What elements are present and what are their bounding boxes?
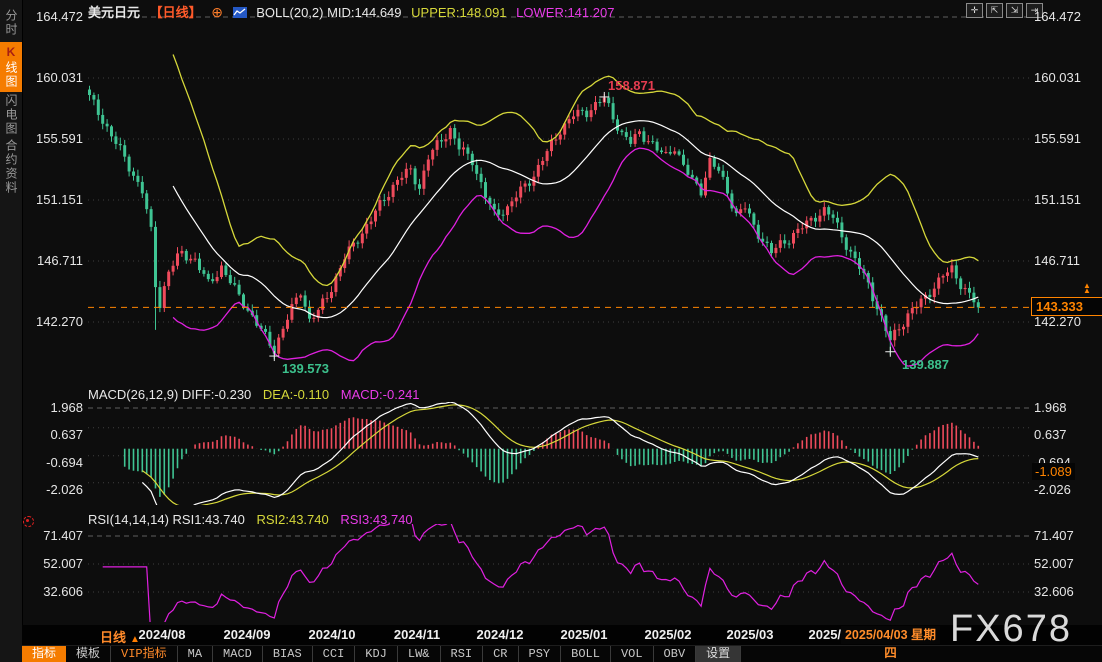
chevron-up-icon: ▲ bbox=[130, 634, 140, 645]
axis-tick-label: 1.968 bbox=[1034, 400, 1067, 415]
toolbar-item-CCI[interactable]: CCI bbox=[313, 646, 356, 662]
watermark-logo: FX678 bbox=[950, 608, 1072, 650]
toolbar-item-MA[interactable]: MA bbox=[178, 646, 214, 662]
macd-macd-value: MACD:-0.241 bbox=[340, 387, 420, 402]
sidebar-tab-3[interactable]: 闪电图 bbox=[4, 94, 18, 136]
main-chart-header: 美元日元 【日线】 ⊕ BOLL(20,2) MID:144.649 UPPER… bbox=[88, 2, 620, 21]
axis-tick-label: 151.151 bbox=[1034, 192, 1081, 207]
date-axis-label: 2024/11 bbox=[393, 627, 441, 642]
mini-chart-icon[interactable] bbox=[232, 5, 247, 20]
axis-tick-label: 0.637 bbox=[1034, 427, 1067, 442]
axis-tick-label: 155.591 bbox=[1034, 131, 1081, 146]
date-axis-label: 2024/08 bbox=[138, 627, 186, 642]
macd-pane-header: MACD(26,12,9) DIFF:-0.230 DEA:-0.110 MAC… bbox=[88, 387, 428, 402]
boll-lower-value: LOWER:141.207 bbox=[516, 5, 615, 20]
axis-tick-label: 0.637 bbox=[50, 427, 83, 442]
axis-tick-label: 32.606 bbox=[43, 584, 83, 599]
toolbar-item-VIP指标[interactable]: VIP指标 bbox=[111, 646, 178, 662]
scale-right-axis-icon[interactable]: ⇲ bbox=[1006, 3, 1023, 18]
macd-dea-value: DEA:-0.110 bbox=[262, 387, 330, 402]
period-selector[interactable]: 日线 ▲ bbox=[100, 630, 140, 645]
toolbar-item-VOL[interactable]: VOL bbox=[611, 646, 654, 662]
shift-right-icon[interactable]: ⇥ bbox=[1026, 3, 1043, 18]
date-axis-label: 2024/12 bbox=[476, 627, 524, 642]
rsi1-value: RSI(14,14,14) RSI1:43.740 bbox=[88, 512, 245, 527]
axis-tick-label: 52.007 bbox=[43, 556, 83, 571]
axis-tick-label: 142.270 bbox=[1034, 314, 1081, 329]
date-axis-label: 2024/09 bbox=[223, 627, 271, 642]
price-up-arrow-icon[interactable]: ▲ ▲ bbox=[1083, 281, 1091, 295]
toolbar-item-指标[interactable]: 指标 bbox=[22, 646, 67, 662]
axis-tick-label: 142.270 bbox=[36, 314, 83, 329]
axis-tick-label: 164.472 bbox=[1034, 9, 1081, 24]
toolbar-item-LW&[interactable]: LW& bbox=[398, 646, 441, 662]
axis-tick-label: 71.407 bbox=[1034, 528, 1074, 543]
axis-tick-label: 155.591 bbox=[36, 131, 83, 146]
rsi-pane-header: RSI(14,14,14) RSI1:43.740 RSI2:43.740 RS… bbox=[88, 512, 421, 527]
toolbar-item-OBV[interactable]: OBV bbox=[654, 646, 697, 662]
high-annotation: 158.871 bbox=[608, 78, 655, 93]
period-tag[interactable]: 【日线】 bbox=[149, 5, 202, 20]
symbol-title: 美元日元 bbox=[88, 5, 141, 20]
axis-tick-label: 151.151 bbox=[36, 192, 83, 207]
bottom-toolbar: 指标 模板 VIP指标 MA MACD BIAS CCI KDJ LW& RSI CR PSY BOLL… bbox=[22, 645, 1102, 662]
axis-tick-label: -0.694 bbox=[46, 455, 83, 470]
axis-tick-label: 164.472 bbox=[36, 9, 83, 24]
date-axis-label: 2024/10 bbox=[308, 627, 356, 642]
macd-value-tag: -1.089 bbox=[1032, 463, 1075, 480]
toolbar-item-MACD[interactable]: MACD bbox=[213, 646, 263, 662]
axis-tick-label: 52.007 bbox=[1034, 556, 1074, 571]
scale-left-axis-icon[interactable]: ⇱ bbox=[986, 3, 1003, 18]
boll-upper-value: UPPER:148.091 bbox=[411, 5, 507, 20]
alert-icon bbox=[23, 516, 34, 527]
boll-mid-value: BOLL(20,2) MID:144.649 bbox=[256, 5, 402, 20]
toolbar-item-RSI[interactable]: RSI bbox=[441, 646, 484, 662]
axis-tick-label: 1.968 bbox=[50, 400, 83, 415]
axis-tick-label: -2.026 bbox=[1034, 482, 1071, 497]
september-low-annotation: 139.573 bbox=[282, 361, 329, 376]
macd-diff-value: MACD(26,12,9) DIFF:-0.230 bbox=[88, 387, 252, 402]
toolbar-item-PSY[interactable]: PSY bbox=[519, 646, 562, 662]
sidebar-tab-1[interactable]: 分时图 bbox=[4, 9, 18, 37]
axis-tick-label: -2.026 bbox=[46, 482, 83, 497]
date-axis-label: 2025/01 bbox=[560, 627, 608, 642]
date-axis-row: 日线 ▲ 2025/04/03 星期四 2024/08 2024/09 2024/10… bbox=[22, 625, 1102, 660]
toolbar-item-BIAS[interactable]: BIAS bbox=[263, 646, 313, 662]
chart-toolbar-icons: ✛ ⇱ ⇲ ⇥ bbox=[966, 3, 1043, 18]
toolbar-item-BOLL[interactable]: BOLL bbox=[561, 646, 611, 662]
axis-tick-label: 32.606 bbox=[1034, 584, 1074, 599]
axis-tick-label: 160.031 bbox=[36, 70, 83, 85]
date-axis-label: 2025/02 bbox=[644, 627, 692, 642]
axis-tick-label: 146.711 bbox=[36, 253, 83, 268]
add-indicator-icon[interactable]: ⊕ bbox=[211, 4, 224, 20]
toolbar-item-模板[interactable]: 模板 bbox=[66, 646, 112, 662]
april-low-annotation: 139.887 bbox=[902, 357, 949, 372]
axis-tick-label: 160.031 bbox=[1034, 70, 1081, 85]
rsi2-value: RSI2:43.740 bbox=[256, 512, 329, 527]
toolbar-item-KDJ[interactable]: KDJ bbox=[355, 646, 398, 662]
sidebar-tab-2[interactable]: K线图 bbox=[0, 42, 22, 92]
rsi3-value: RSI3:43.740 bbox=[340, 512, 413, 527]
pan-icon[interactable]: ✛ bbox=[966, 3, 983, 18]
axis-tick-label: 146.711 bbox=[1034, 253, 1081, 268]
toolbar-item-设置[interactable]: 设置 bbox=[696, 646, 742, 662]
date-axis-label: 2025/03 bbox=[726, 627, 774, 642]
axis-tick-label: 71.407 bbox=[43, 528, 83, 543]
toolbar-item-CR[interactable]: CR bbox=[483, 646, 519, 662]
date-highlight-badge: 2025/04/03 星期四 bbox=[841, 626, 940, 660]
last-price-tag: 143.333 bbox=[1031, 297, 1102, 316]
sidebar-tab-4[interactable]: 合约资料 bbox=[4, 139, 18, 195]
